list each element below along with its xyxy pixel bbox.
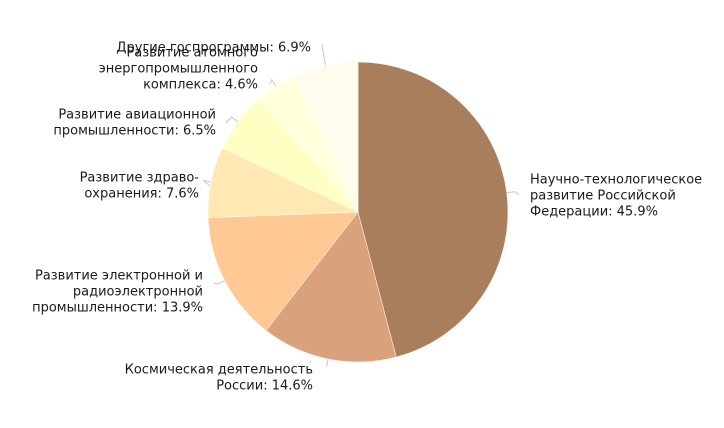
pie-slice [207,211,359,331]
slice-label: радиоэлектронной [73,285,203,300]
slice-label: России: 14.6% [216,379,313,394]
slice-label: Развитие электронной и [35,269,203,284]
slice-label: энергопромышленного [99,62,258,77]
slice-label: Научно-технологическое [530,173,702,188]
slice-label: Космическая деятельность [125,363,313,378]
pie-slice [265,211,397,363]
pie-slices [207,61,509,363]
slice-label: охранения: 7.6% [84,187,199,202]
slice-label: Развитие авиационной [58,108,216,123]
leader-line [202,179,212,187]
slice-label: промышленности: 6.5% [53,124,216,139]
slice-label: Развитие атомного [126,46,258,61]
pie-slice [294,61,359,213]
leader-line [506,191,520,196]
slice-label: развитие Российской [530,189,676,204]
leader-line [213,280,225,285]
slice-label: Федерации: 45.9% [530,205,658,220]
slice-label: промышленности: 13.9% [32,301,203,316]
slice-label: комплекса: 4.6% [143,78,258,93]
slice-label: Другие госпрограммы: 6.9% [116,41,311,56]
pie-slice [357,61,509,358]
leader-line [269,78,277,87]
leader-line [325,358,329,367]
leader-line [225,116,239,124]
slice-label: Развитие здраво- [80,171,200,186]
leader-line [321,43,327,66]
leader-lines [202,43,520,367]
